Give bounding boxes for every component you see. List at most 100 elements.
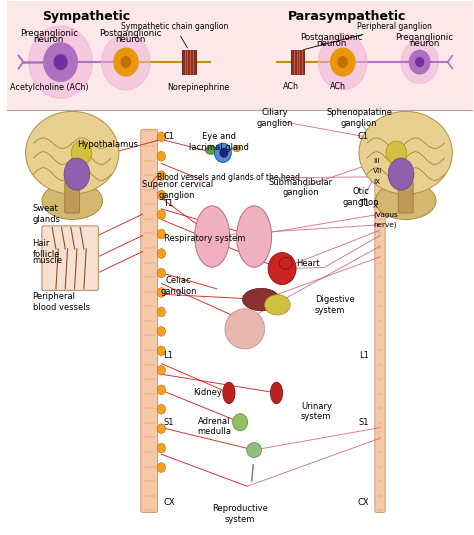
Circle shape (101, 34, 150, 90)
FancyBboxPatch shape (375, 129, 385, 513)
Circle shape (157, 307, 165, 317)
Text: neuron: neuron (409, 39, 439, 48)
Circle shape (54, 55, 67, 70)
Circle shape (410, 50, 430, 74)
Circle shape (157, 190, 165, 200)
Circle shape (157, 268, 165, 278)
FancyBboxPatch shape (182, 50, 196, 74)
Circle shape (157, 326, 165, 336)
Text: Otic
ganglion: Otic ganglion (342, 187, 379, 207)
Text: Norepinephrine: Norepinephrine (167, 83, 229, 92)
Circle shape (114, 48, 138, 76)
Ellipse shape (271, 382, 283, 403)
Ellipse shape (233, 146, 241, 152)
Text: Acetylcholine (ACh): Acetylcholine (ACh) (9, 83, 88, 92)
Text: Ciliary
ganglion: Ciliary ganglion (257, 109, 293, 128)
Ellipse shape (42, 182, 102, 219)
Text: Sympathetic chain ganglion: Sympathetic chain ganglion (121, 22, 228, 48)
Circle shape (157, 132, 165, 142)
Circle shape (71, 141, 92, 165)
Text: Sweat
glands: Sweat glands (33, 204, 61, 224)
Text: Preganglionic: Preganglionic (395, 33, 453, 42)
Circle shape (416, 58, 424, 66)
Text: Peripheral ganglion: Peripheral ganglion (303, 22, 432, 50)
Circle shape (157, 463, 165, 472)
Text: nerve): nerve) (373, 221, 397, 228)
Ellipse shape (205, 146, 217, 155)
Circle shape (157, 385, 165, 394)
Ellipse shape (225, 309, 264, 349)
Ellipse shape (64, 158, 90, 190)
Circle shape (44, 43, 77, 81)
Circle shape (157, 404, 165, 414)
Circle shape (220, 149, 228, 157)
Text: Blood vessels and glands of the head: Blood vessels and glands of the head (157, 173, 300, 182)
Circle shape (157, 444, 165, 453)
Circle shape (157, 230, 165, 239)
Text: VII: VII (373, 169, 383, 174)
Text: Kidney: Kidney (193, 388, 222, 398)
Circle shape (157, 171, 165, 180)
Circle shape (29, 26, 92, 98)
Ellipse shape (359, 111, 452, 194)
Text: Eye and
lacrimal gland: Eye and lacrimal gland (189, 132, 249, 152)
Text: Postganglionic: Postganglionic (300, 33, 362, 42)
Text: neuron: neuron (34, 35, 64, 44)
Circle shape (157, 210, 165, 219)
FancyBboxPatch shape (65, 180, 80, 213)
Text: III: III (373, 158, 379, 164)
Ellipse shape (388, 158, 414, 190)
Circle shape (319, 34, 367, 90)
Circle shape (338, 57, 347, 67)
FancyBboxPatch shape (292, 50, 304, 74)
Text: L1: L1 (163, 351, 173, 360)
Circle shape (157, 249, 165, 258)
Ellipse shape (26, 111, 119, 194)
Circle shape (121, 57, 130, 67)
FancyBboxPatch shape (141, 129, 157, 513)
Text: T1: T1 (163, 199, 173, 208)
Text: Respiratory system: Respiratory system (164, 234, 246, 243)
FancyBboxPatch shape (398, 180, 413, 213)
Text: CX: CX (163, 498, 175, 507)
Text: Urinary
system: Urinary system (301, 402, 332, 421)
Text: ACh: ACh (330, 82, 346, 91)
Text: Hair
follicle: Hair follicle (33, 239, 60, 258)
Text: neuron: neuron (316, 39, 346, 48)
Text: Sympathetic: Sympathetic (42, 10, 130, 23)
Text: Adrenal
medulla: Adrenal medulla (198, 417, 231, 436)
Text: Parasympathetic: Parasympathetic (288, 10, 407, 23)
Ellipse shape (279, 257, 292, 269)
Text: Sphenopalatine
ganglion: Sphenopalatine ganglion (326, 109, 392, 128)
Text: Submandibular
ganglion: Submandibular ganglion (269, 178, 333, 197)
Circle shape (233, 414, 247, 431)
FancyBboxPatch shape (42, 226, 98, 291)
Circle shape (214, 143, 231, 163)
Ellipse shape (375, 182, 436, 219)
Ellipse shape (264, 295, 290, 315)
Circle shape (268, 253, 296, 285)
Circle shape (386, 141, 407, 165)
Text: T1: T1 (359, 199, 369, 208)
Text: Heart: Heart (296, 259, 319, 268)
Circle shape (157, 424, 165, 433)
FancyBboxPatch shape (7, 1, 474, 110)
Text: S1: S1 (163, 418, 173, 427)
Text: CX: CX (357, 498, 369, 507)
Text: S1: S1 (358, 418, 369, 427)
Ellipse shape (243, 288, 280, 311)
Text: L1: L1 (359, 351, 369, 360)
Text: neuron: neuron (115, 35, 146, 44)
Text: IX: IX (373, 179, 380, 185)
Circle shape (157, 151, 165, 161)
Ellipse shape (195, 206, 229, 268)
Text: Postganglionic: Postganglionic (100, 29, 162, 39)
Text: Hypothalamus: Hypothalamus (77, 140, 138, 149)
Text: Celiac
ganglion: Celiac ganglion (160, 277, 197, 296)
Circle shape (157, 288, 165, 297)
Text: C1: C1 (163, 132, 174, 141)
Text: C1: C1 (358, 132, 369, 141)
Text: X: X (373, 203, 378, 209)
Text: ACh: ACh (283, 82, 300, 91)
Text: muscle: muscle (33, 256, 63, 265)
